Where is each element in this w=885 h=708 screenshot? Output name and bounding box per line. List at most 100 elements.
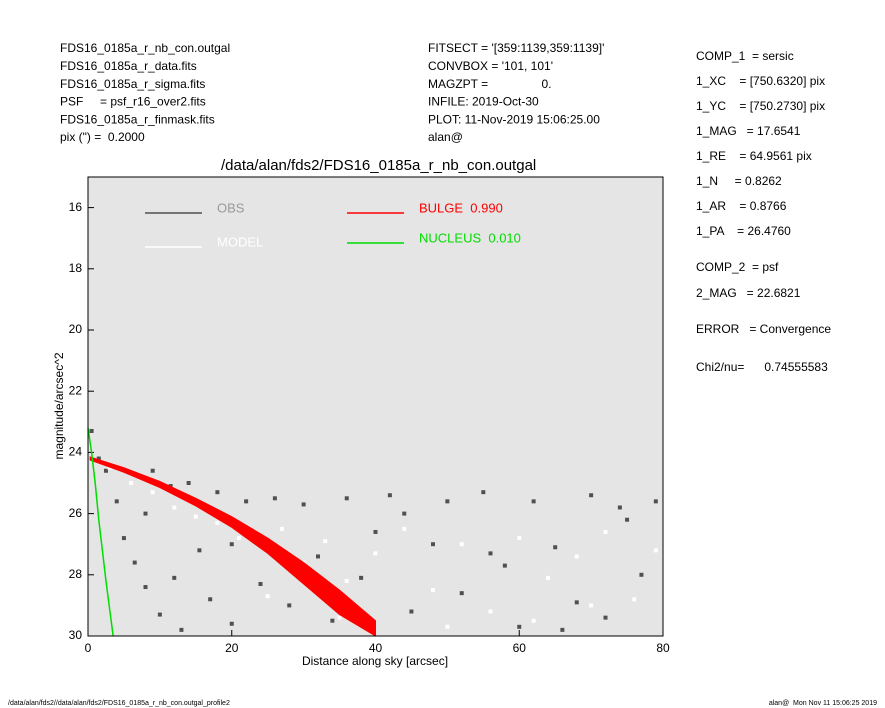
header-middle: CONVBOX = '101, 101' [428,59,553,73]
point [229,621,234,626]
header-right: 1_AR = 0.8766 [696,199,787,213]
point [330,618,335,623]
point [488,609,493,614]
point [107,465,112,470]
point [481,490,486,495]
legend-label: BULGE 0.990 [419,200,503,215]
plot-area [88,177,663,636]
point [121,536,126,541]
header-middle: MAGZPT = 0. [428,77,551,91]
header-middle: INFILE: 2019-Oct-30 [428,95,539,109]
point [150,468,155,473]
y-tick-label: 18 [69,261,83,275]
point [272,496,277,501]
x-tick-label: 40 [369,641,383,655]
header-right: 1_N = 0.8262 [696,174,782,188]
point [103,468,108,473]
y-tick-label: 20 [69,322,83,336]
point [229,542,234,547]
header-right: 1_XC = [750.6320] pix [696,74,825,88]
point [459,542,464,547]
point [344,496,349,501]
point [215,490,220,495]
x-tick-label: 80 [656,641,670,655]
y-tick-label: 22 [69,383,83,397]
point [531,618,536,623]
y-tick-label: 16 [69,200,83,214]
point [186,481,191,485]
point [574,554,579,559]
point [244,499,249,504]
x-tick-label: 20 [225,641,239,655]
header-right: COMP_2 = psf [696,260,779,274]
point [445,624,450,629]
point [114,499,119,504]
point [517,624,522,629]
point [316,554,320,559]
header-left: FDS16_0185a_r_sigma.fits [60,77,205,91]
point [589,493,594,498]
header-right: COMP_1 = sersic [696,49,794,63]
point [617,505,622,510]
point [143,585,148,590]
header-middle: PLOT: 11-Nov-2019 15:06:25.00 [428,112,600,126]
point [287,603,292,608]
point [193,514,198,519]
point [603,615,608,620]
point [323,539,328,544]
point [89,428,94,433]
point [402,511,407,516]
header-middle: FITSECT = '[359:1139,359:1139]' [428,41,604,55]
header-right: 1_MAG = 17.6541 [696,124,801,138]
point [236,536,241,541]
header-right: Chi2/nu= 0.74555583 [696,360,828,374]
point [172,575,177,580]
y-tick-label: 30 [69,628,83,642]
point [574,600,579,605]
header-right: 1_RE = 64.9561 pix [696,149,812,163]
header-right: 2_MAG = 22.6821 [696,286,801,300]
point [150,490,155,495]
point [402,526,407,531]
point [409,609,414,614]
legend-label: MODEL [217,234,263,249]
y-tick-label: 28 [69,567,83,581]
point [553,545,558,550]
header-left: FDS16_0185a_r_nb_con.outgal [60,41,230,55]
point [459,591,464,596]
point [653,548,658,553]
y-axis-label: magnitude/arcsec^2 [52,352,66,459]
header-left: FDS16_0185a_r_finmask.fits [60,112,215,126]
point [373,529,378,534]
header-right: ERROR = Convergence [696,322,831,336]
chart-title: /data/alan/fds2/FDS16_0185a_r_nb_con.out… [221,157,536,174]
point [373,551,378,556]
point [517,536,522,541]
point [344,578,349,583]
point [488,551,493,556]
point [208,597,213,602]
x-tick-label: 60 [513,641,527,655]
point [96,456,101,461]
footer-left: /data/alan/fds2//data/alan/fds2/FDS16_01… [8,700,230,707]
point [179,627,184,632]
y-tick-label: 26 [69,506,83,520]
footer-right: alan@ Mon Nov 11 15:06:25 2019 [769,700,877,707]
header-left: PSF = psf_r16_over2.fits [60,95,206,109]
x-axis-label: Distance along sky [arcsec] [302,654,448,668]
point [258,581,263,586]
header-middle: alan@ [428,130,463,144]
point [546,575,550,580]
x-tick-label: 0 [85,641,92,655]
point [197,548,202,553]
header-right: 1_YC = [750.2730] pix [696,99,825,113]
point [215,520,220,525]
point [560,627,565,632]
point [129,481,134,485]
header-left: pix (") = 0.2000 [60,130,145,144]
point [589,603,594,608]
header-right: 1_PA = 26.4760 [696,224,791,238]
point [445,499,450,504]
line [87,427,114,637]
plot-frame [87,176,664,637]
